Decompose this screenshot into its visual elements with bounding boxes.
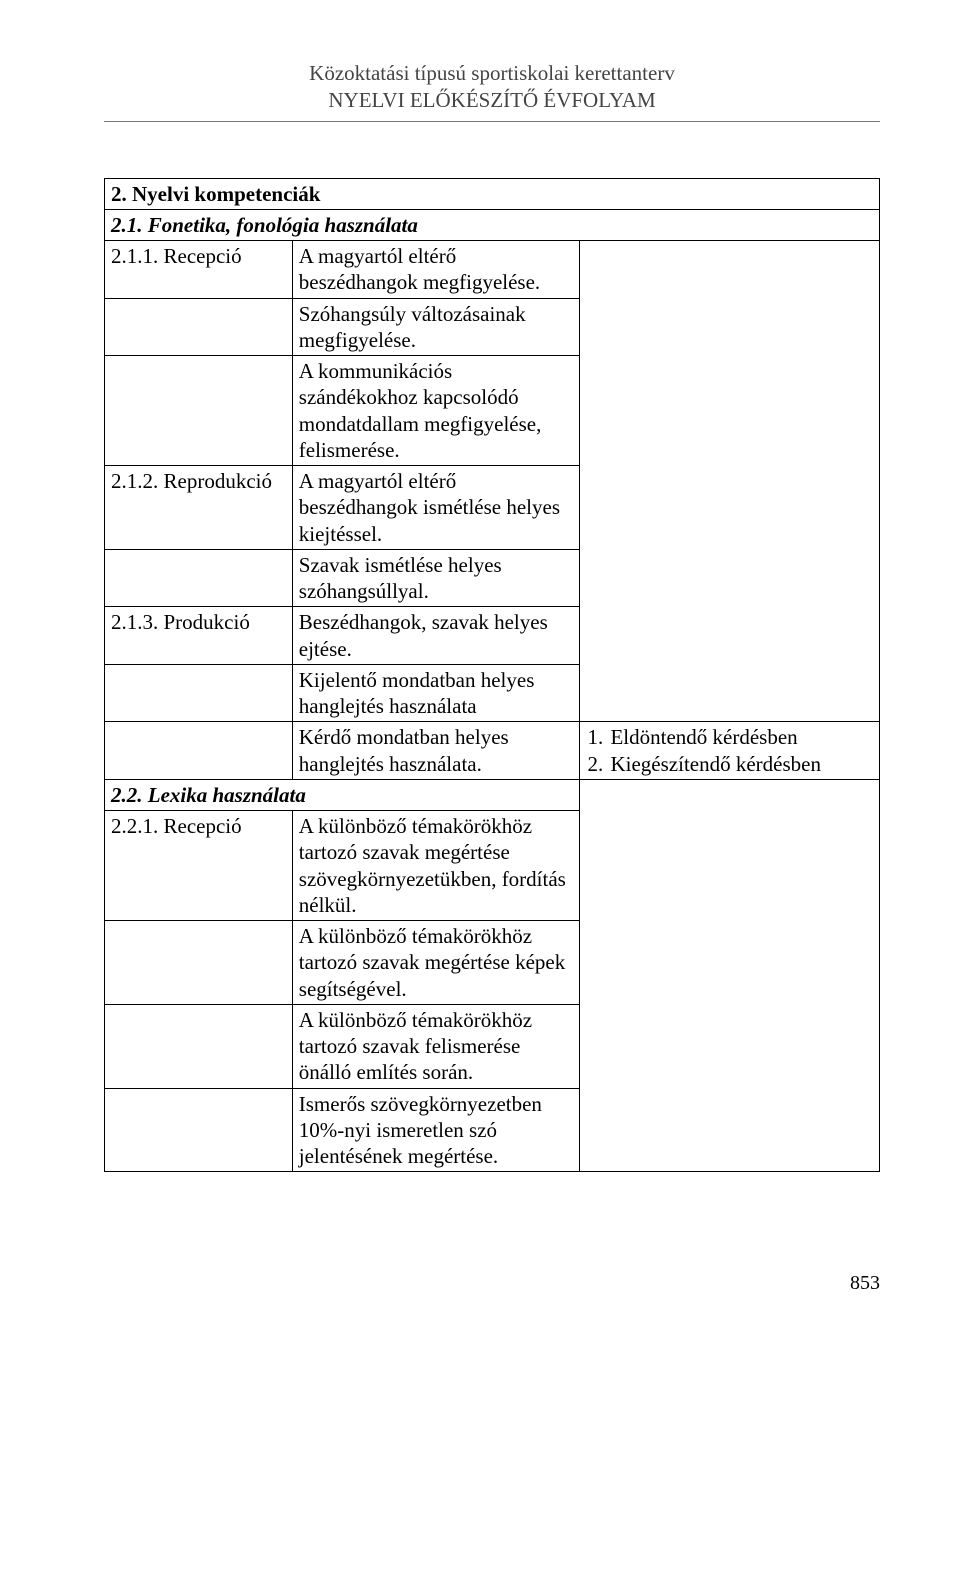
- section-header: 2. Nyelvi kompetenciák: [105, 178, 880, 209]
- row-label: 2.1.1. Recepció: [105, 241, 293, 299]
- row-desc: A kommunikációs szándékokhoz kapcsolódó …: [292, 356, 580, 466]
- row-label-blank: [105, 1004, 293, 1088]
- row-desc: Kérdő mondatban helyes hanglejtés haszná…: [292, 722, 580, 780]
- row-label: 2.1.2. Reprodukció: [105, 466, 293, 550]
- row-label: 2.1.3. Produkció: [105, 607, 293, 665]
- list-item: Eldöntendő kérdésben: [608, 724, 873, 750]
- row-label: 2.2.1. Recepció: [105, 811, 293, 921]
- row-notes-blank: [580, 779, 880, 1172]
- row-desc: A különböző témakörökhöz tartozó szavak …: [292, 1004, 580, 1088]
- subsection-header: 2.1. Fonetika, fonológia használata: [105, 209, 880, 240]
- row-label-blank: [105, 298, 293, 356]
- row-desc: Beszédhangok, szavak helyes ejtése.: [292, 607, 580, 665]
- header-rule: [104, 121, 880, 122]
- row-desc: A különböző témakörökhöz tartozó szavak …: [292, 921, 580, 1005]
- row-desc: A magyartól eltérő beszédhangok ismétlés…: [292, 466, 580, 550]
- row-label-blank: [105, 1088, 293, 1172]
- row-label-blank: [105, 921, 293, 1005]
- page-header: Közoktatási típusú sportiskolai kerettan…: [104, 60, 880, 115]
- row-desc: Ismerős szövegkörnyezetben 10%-nyi ismer…: [292, 1088, 580, 1172]
- row-label-blank: [105, 664, 293, 722]
- row-notes-blank: [580, 241, 880, 722]
- curriculum-table: 2. Nyelvi kompetenciák 2.1. Fonetika, fo…: [104, 178, 880, 1173]
- table-row: 2.2. Lexika használata: [105, 779, 880, 810]
- row-label-blank: [105, 549, 293, 607]
- row-desc: Szavak ismétlése helyes szóhangsúllyal.: [292, 549, 580, 607]
- row-desc: Szóhangsúly változásainak megfigyelése.: [292, 298, 580, 356]
- list-item: Kiegészítendő kérdésben: [608, 751, 873, 777]
- row-desc: Kijelentő mondatban helyes hanglejtés ha…: [292, 664, 580, 722]
- row-label-blank: [105, 356, 293, 466]
- row-label-blank: [105, 722, 293, 780]
- header-line2: NYELVI ELŐKÉSZÍTŐ ÉVFOLYAM: [104, 87, 880, 114]
- subsection-header: 2.2. Lexika használata: [105, 779, 580, 810]
- row-desc: A különböző témakörökhöz tartozó szavak …: [292, 811, 580, 921]
- table-row: 2.1. Fonetika, fonológia használata: [105, 209, 880, 240]
- page-number: 853: [104, 1272, 880, 1295]
- header-line1: Közoktatási típusú sportiskolai kerettan…: [104, 60, 880, 87]
- row-desc: A magyartól eltérő beszédhangok megfigye…: [292, 241, 580, 299]
- row-notes: Eldöntendő kérdésben Kiegészítendő kérdé…: [580, 722, 880, 780]
- table-row: Kérdő mondatban helyes hanglejtés haszná…: [105, 722, 880, 780]
- table-row: 2. Nyelvi kompetenciák: [105, 178, 880, 209]
- table-row: 2.1.1. Recepció A magyartól eltérő beszé…: [105, 241, 880, 299]
